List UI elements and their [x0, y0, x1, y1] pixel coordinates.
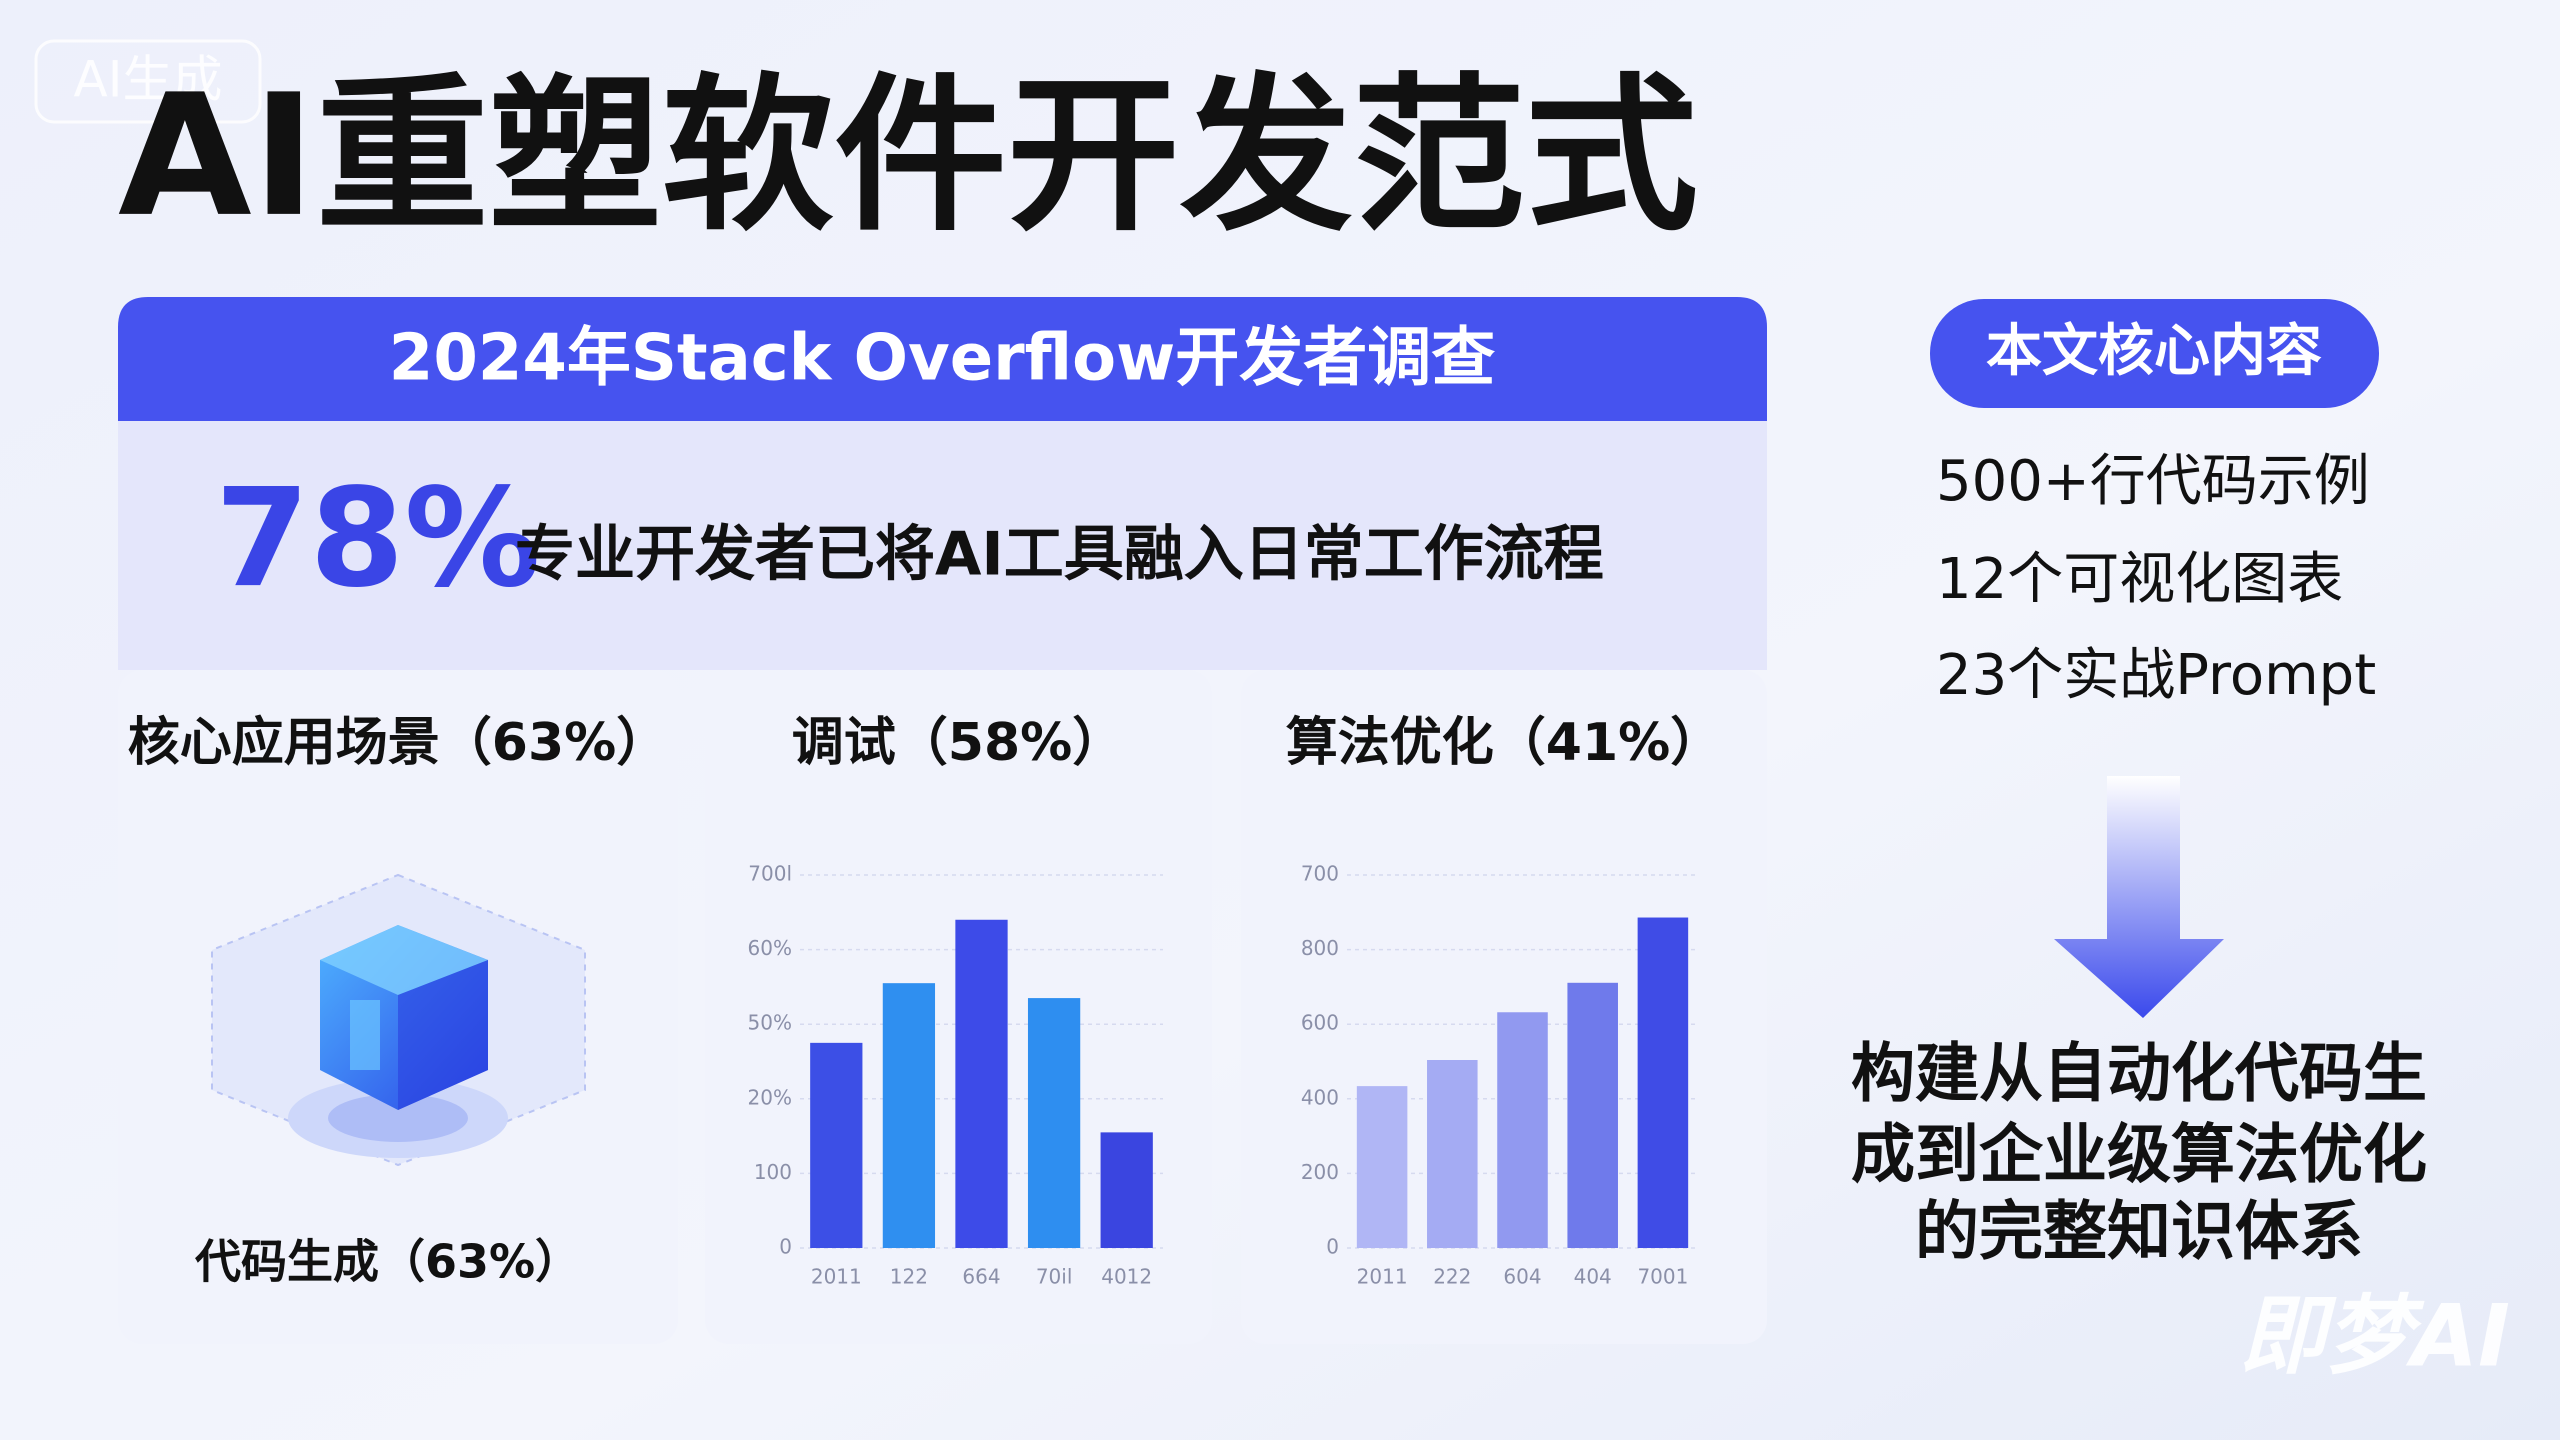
y-tick-label: 50% — [748, 1011, 792, 1035]
y-tick-label: 700 — [1301, 862, 1339, 886]
y-tick-label: 800 — [1301, 936, 1339, 960]
chart-title: 算法优化（41%） — [1286, 713, 1722, 773]
bar — [1027, 998, 1081, 1248]
x-tick-label: 70il — [1036, 1265, 1073, 1289]
bar — [1356, 1086, 1408, 1248]
y-tick-label: 100 — [754, 1160, 792, 1184]
badge: AI生成 — [74, 51, 223, 109]
x-tick-label: 2011 — [811, 1265, 862, 1289]
watermark: 即梦AI — [2239, 1286, 2510, 1386]
stat: 78% — [215, 460, 541, 618]
y-tick-label: 700l — [748, 862, 792, 886]
chart-title: 调试（58%） — [792, 713, 1124, 773]
bar — [810, 1042, 863, 1248]
bar — [955, 919, 1008, 1248]
card-caption: 代码生成（63%） — [194, 1235, 581, 1289]
bar — [1497, 1012, 1548, 1248]
bar — [1100, 1132, 1153, 1248]
list-item: 500+行代码示例 — [1936, 449, 2370, 514]
survey-header-bar — [118, 297, 1767, 421]
card-title: 核心应用场景（63%） — [128, 713, 668, 773]
x-tick-label: 122 — [890, 1265, 928, 1289]
list-item: 12个可视化图表 — [1936, 547, 2343, 612]
stat-text: 专业开发者已将AI工具融入日常工作流程 — [515, 520, 1604, 590]
x-tick-label: 404 — [1574, 1265, 1612, 1289]
bar — [1567, 982, 1618, 1248]
x-tick-label: 2011 — [1357, 1265, 1408, 1289]
survey-header: 2024年Stack Overflow开发者调查 — [389, 322, 1495, 396]
conclusion: 构建从自动化代码生 — [1851, 1038, 2427, 1112]
y-tick-label: 600 — [1301, 1011, 1339, 1035]
y-tick-label: 20% — [748, 1085, 792, 1109]
bar — [882, 983, 936, 1248]
x-tick-label: 604 — [1503, 1265, 1541, 1289]
arrow — [2054, 776, 2224, 1018]
list-item: 23个实战Prompt — [1936, 643, 2376, 708]
x-tick-label: 7001 — [1637, 1265, 1688, 1289]
badge-frame — [34, 39, 262, 124]
x-tick-label: 222 — [1433, 1265, 1471, 1289]
y-tick-label: 60% — [748, 936, 792, 960]
conclusion: 的完整知识体系 — [1915, 1196, 2363, 1270]
pill-text: 本文核心内容 — [1986, 319, 2322, 384]
conclusion: 成到企业级算法优化 — [1851, 1119, 2427, 1193]
pill — [1930, 299, 2379, 408]
title: AI重塑软件开发范式 — [118, 58, 1698, 254]
y-tick-label: 0 — [779, 1235, 792, 1259]
y-tick-label: 0 — [1326, 1235, 1339, 1259]
cube-illustration — [211, 873, 586, 1167]
stat-band — [118, 421, 1767, 670]
y-tick-label: 200 — [1301, 1160, 1339, 1184]
bar — [1637, 917, 1689, 1248]
y-tick-label: 400 — [1301, 1085, 1339, 1109]
x-tick-label: 664 — [962, 1265, 1000, 1289]
x-tick-label: 4012 — [1101, 1265, 1152, 1289]
bar — [1427, 1060, 1478, 1248]
